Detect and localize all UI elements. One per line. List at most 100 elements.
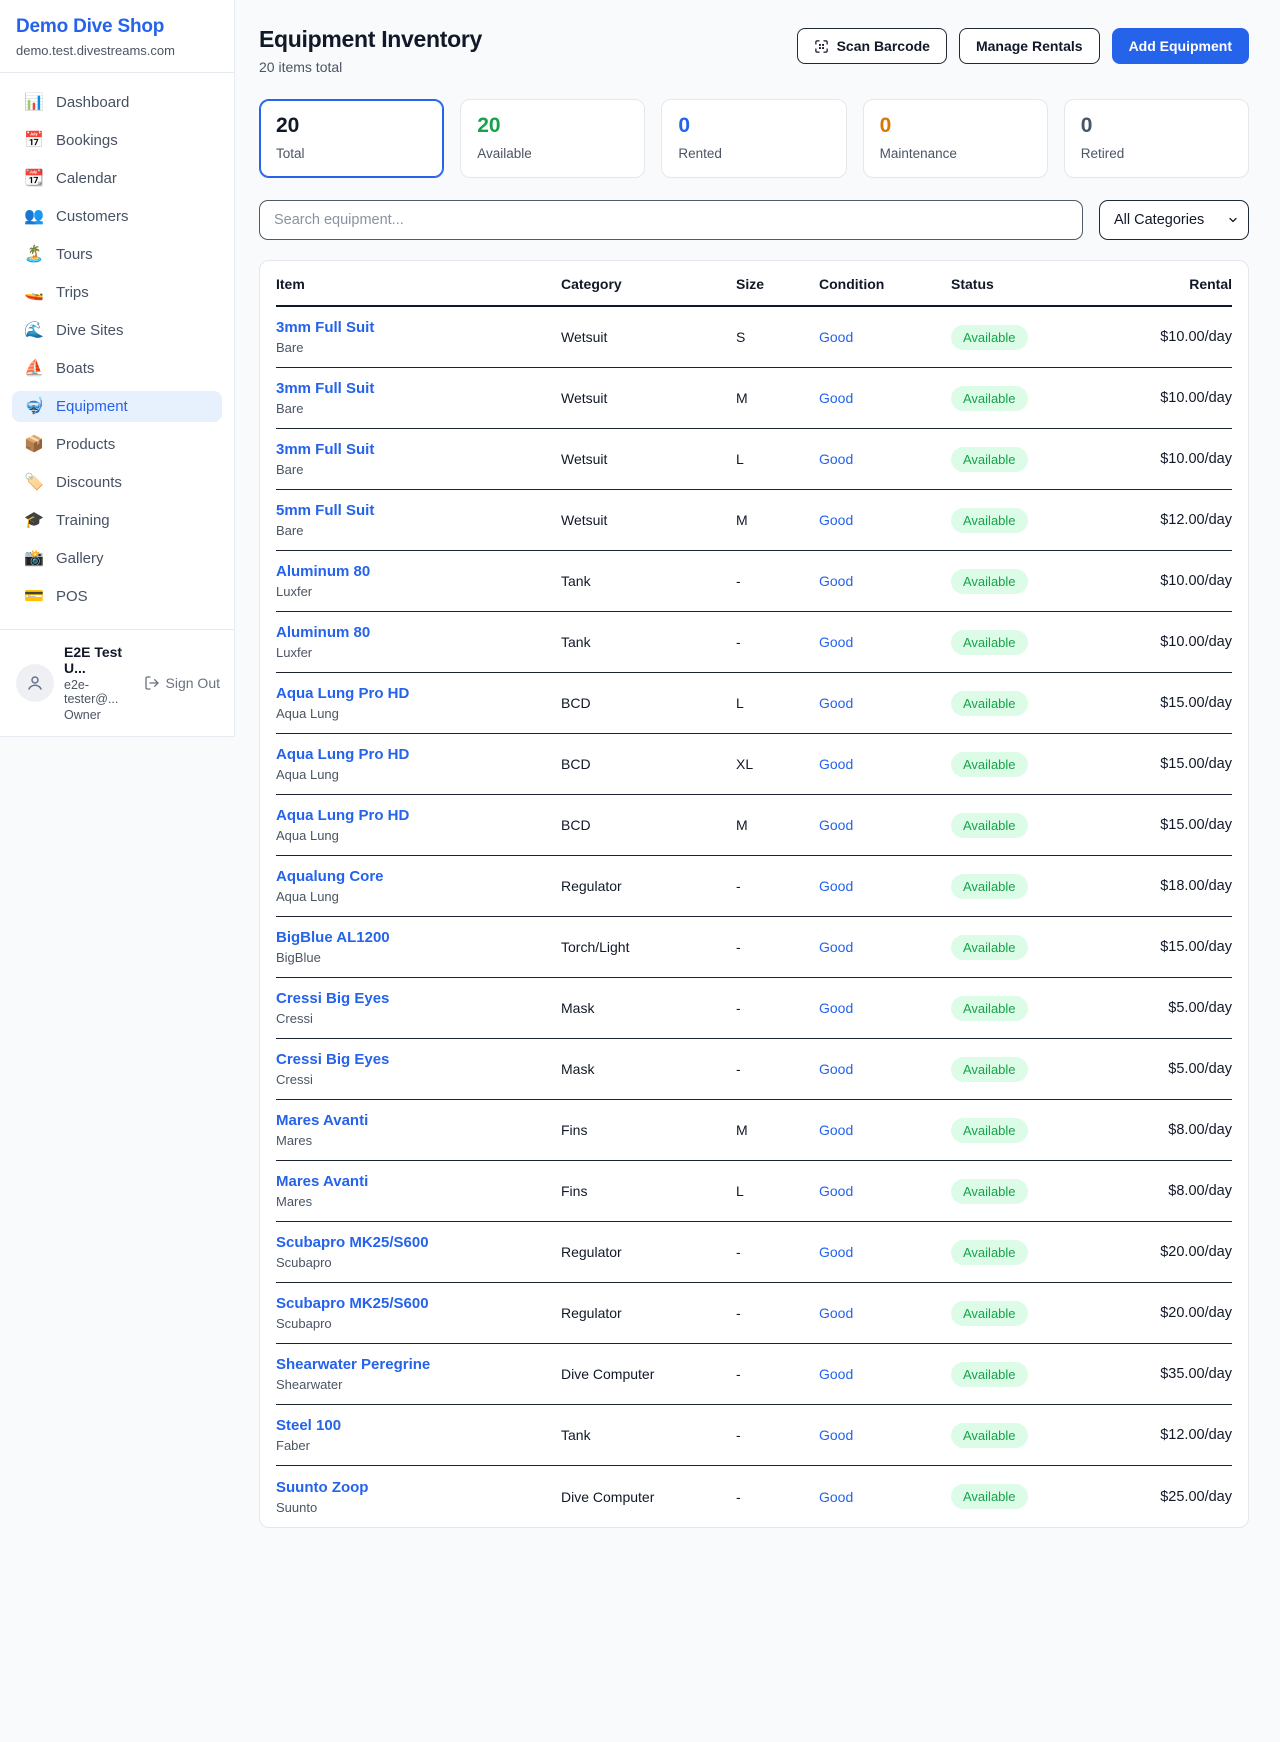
item-dive-sites[interactable]: 🌊 Dive Sites <box>12 315 222 346</box>
item-rental-price: $15.00/day <box>1160 939 1232 955</box>
item-category: Mask <box>561 1000 595 1016</box>
item-condition-link[interactable]: Good <box>819 390 854 406</box>
tear-off-calendar-icon: 📆 <box>24 169 44 187</box>
item-category: Dive Computer <box>561 1366 655 1382</box>
stat-card[interactable]: 0 Rented <box>661 99 847 178</box>
item-name-link[interactable]: Aluminum 80 <box>276 563 371 580</box>
item-name-link[interactable]: Scubapro MK25/S600 <box>276 1234 429 1251</box>
item-condition-link[interactable]: Good <box>819 329 854 345</box>
item-size: - <box>736 1488 741 1505</box>
item-name-link[interactable]: 5mm Full Suit <box>276 502 375 519</box>
item-tours[interactable]: 🏝️ Tours <box>12 239 222 270</box>
category-select-wrap: All Categories <box>1099 200 1249 240</box>
item-trips[interactable]: 🚤 Trips <box>12 277 222 308</box>
item-name-link[interactable]: Steel 100 <box>276 1417 342 1434</box>
equipment-row: Mares Avanti Mares Fins L Good Available… <box>276 1161 1232 1222</box>
stat-card[interactable]: 20 Total <box>259 99 445 178</box>
item-name-link[interactable]: 3mm Full Suit <box>276 380 375 397</box>
people-icon: 👥 <box>24 207 44 225</box>
category-select[interactable]: All Categories <box>1099 200 1249 240</box>
item-condition-link[interactable]: Good <box>819 1183 854 1199</box>
item-products[interactable]: 📦 Products <box>12 429 222 460</box>
item-name-link[interactable]: Cressi Big Eyes <box>276 1051 390 1068</box>
item-name-link[interactable]: Aqua Lung Pro HD <box>276 685 410 702</box>
item-condition-link[interactable]: Good <box>819 1488 854 1505</box>
item-gallery[interactable]: 📸 Gallery <box>12 543 222 574</box>
item-condition-link[interactable]: Good <box>819 1061 854 1077</box>
item-condition-link[interactable]: Good <box>819 695 854 711</box>
item-bookings[interactable]: 📅 Bookings <box>12 125 222 156</box>
item-rental-price: $8.00/day <box>1168 1122 1232 1138</box>
manage-rentals-button[interactable]: Manage Rentals <box>958 28 1100 64</box>
item-brand: Aqua Lung <box>276 767 339 782</box>
sailboat-icon: ⛵ <box>24 359 44 377</box>
item-condition-link[interactable]: Good <box>819 1244 854 1260</box>
item-name-link[interactable]: Suunto Zoop <box>276 1478 369 1496</box>
stat-card[interactable]: 0 Retired <box>1063 99 1249 178</box>
item-name-link[interactable]: Aqua Lung Pro HD <box>276 746 410 763</box>
item-name-link[interactable]: Aluminum 80 <box>276 624 371 641</box>
sidebar-item-label: POS <box>56 588 88 605</box>
item-discounts[interactable]: 🏷️ Discounts <box>12 467 222 498</box>
item-rental-price: $20.00/day <box>1160 1244 1232 1260</box>
item-calendar[interactable]: 📆 Calendar <box>12 163 222 194</box>
status-badge: Available <box>951 812 1028 838</box>
item-condition-link[interactable]: Good <box>819 512 854 528</box>
item-dashboard[interactable]: 📊 Dashboard <box>12 87 222 118</box>
item-condition-link[interactable]: Good <box>819 1366 854 1382</box>
brand-name: Demo Dive Shop <box>16 16 165 37</box>
add-equipment-label: Add Equipment <box>1128 38 1232 54</box>
item-category: BCD <box>561 756 591 772</box>
item-name-link[interactable]: Aqualung Core <box>276 868 384 885</box>
item-condition-link[interactable]: Good <box>819 1305 854 1321</box>
item-condition-link[interactable]: Good <box>819 817 854 833</box>
search-input[interactable] <box>259 200 1083 240</box>
item-name-link[interactable]: BigBlue AL1200 <box>276 929 390 946</box>
equipment-row: Cressi Big Eyes Cressi Mask - Good Avail… <box>276 1039 1232 1100</box>
item-name-link[interactable]: Aqua Lung Pro HD <box>276 807 410 824</box>
sidebar-item-label: Training <box>56 512 110 529</box>
item-name-link[interactable]: Mares Avanti <box>276 1112 369 1129</box>
item-pos[interactable]: 💳 POS <box>12 581 222 612</box>
stat-label: Available <box>477 146 532 161</box>
equipment-row: 3mm Full Suit Bare Wetsuit L Good Availa… <box>276 429 1232 490</box>
item-size: S <box>736 329 746 345</box>
item-condition-link[interactable]: Good <box>819 1122 854 1138</box>
item-name-link[interactable]: Shearwater Peregrine <box>276 1356 431 1373</box>
item-brand: Aqua Lung <box>276 706 339 721</box>
sidebar-item-label: Gallery <box>56 550 104 567</box>
item-name-link[interactable]: 3mm Full Suit <box>276 441 375 458</box>
item-condition-link[interactable]: Good <box>819 1427 854 1443</box>
item-brand: Scubapro <box>276 1316 332 1331</box>
user-email: e2e-tester@... <box>64 678 119 706</box>
item-brand: Scubapro <box>276 1255 332 1270</box>
item-training[interactable]: 🎓 Training <box>12 505 222 536</box>
item-name-link[interactable]: Scubapro MK25/S600 <box>276 1295 429 1312</box>
status-badge: Available <box>951 1117 1028 1143</box>
item-name-link[interactable]: 3mm Full Suit <box>276 319 375 336</box>
item-condition-link[interactable]: Good <box>819 939 854 955</box>
item-equipment[interactable]: 🤿 Equipment <box>12 391 222 422</box>
stat-card[interactable]: 20 Available <box>460 99 646 178</box>
item-condition-link[interactable]: Good <box>819 756 854 772</box>
sign-out-button[interactable]: Sign Out <box>144 675 220 691</box>
column-header-rental: Rental <box>1189 276 1232 292</box>
equipment-row: Aqualung Core Aqua Lung Regulator - Good… <box>276 856 1232 917</box>
item-size: - <box>736 1366 741 1382</box>
item-condition-link[interactable]: Good <box>819 878 854 894</box>
scan-barcode-button[interactable]: Scan Barcode <box>796 28 947 64</box>
item-name-link[interactable]: Cressi Big Eyes <box>276 990 390 1007</box>
person-icon <box>28 676 42 690</box>
status-badge: Available <box>951 751 1028 777</box>
item-condition-link[interactable]: Good <box>819 1000 854 1016</box>
item-condition-link[interactable]: Good <box>819 573 854 589</box>
stat-card[interactable]: 0 Maintenance <box>862 99 1048 178</box>
item-customers[interactable]: 👥 Customers <box>12 201 222 232</box>
add-equipment-button[interactable]: Add Equipment <box>1111 28 1249 64</box>
item-name-link[interactable]: Mares Avanti <box>276 1173 369 1190</box>
item-condition-link[interactable]: Good <box>819 451 854 467</box>
item-boats[interactable]: ⛵ Boats <box>12 353 222 384</box>
item-condition-link[interactable]: Good <box>819 634 854 650</box>
sidebar-item-label: Customers <box>56 208 129 225</box>
status-badge: Available <box>951 1484 1028 1509</box>
